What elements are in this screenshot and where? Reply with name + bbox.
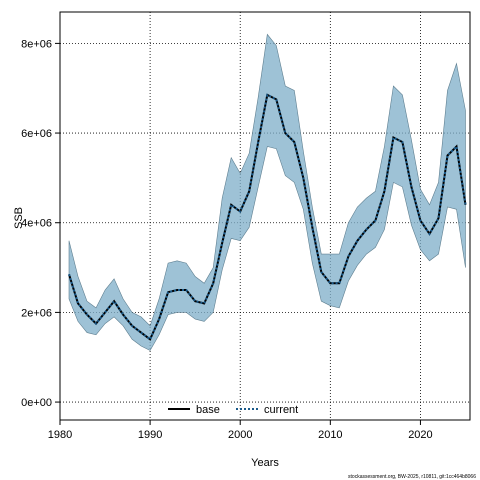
- x-tick-label: 2010: [318, 429, 342, 441]
- x-tick-label: 2000: [228, 429, 252, 441]
- series-line-current: [68, 93, 467, 341]
- x-axis-title: Years: [251, 457, 279, 469]
- legend: base current: [168, 404, 298, 416]
- legend-label-base: base: [196, 404, 220, 416]
- y-tick-label: 4e+06: [21, 218, 52, 230]
- x-axis: 1980 1990 2000 2010 2020: [48, 420, 433, 441]
- y-tick-label: 2e+06: [21, 307, 52, 319]
- footnote: stockassessment.org, BW-2025, r10811, gi…: [348, 474, 476, 480]
- y-tick-label: 6e+06: [21, 128, 52, 140]
- y-axis-title: SSB: [13, 207, 25, 229]
- confidence-band: [68, 33, 466, 351]
- y-tick-label: 8e+06: [21, 38, 52, 50]
- y-tick-label: 0e+00: [21, 397, 52, 409]
- x-tick-label: 2020: [408, 429, 432, 441]
- x-tick-label: 1980: [48, 429, 72, 441]
- y-axis: 0e+00 2e+06 4e+06 6e+06 8e+06: [21, 38, 60, 409]
- legend-label-current: current: [264, 404, 298, 416]
- x-tick-label: 1990: [138, 429, 162, 441]
